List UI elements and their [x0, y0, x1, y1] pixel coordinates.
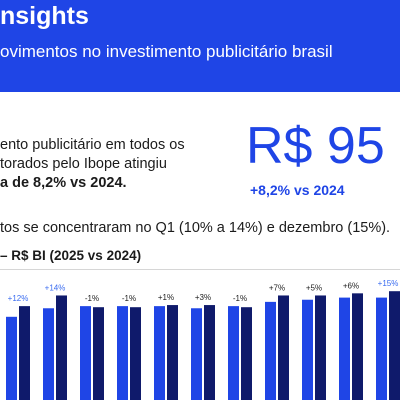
kpi-value: R$ 95 [246, 117, 385, 175]
seasonality-note: tos se concentraram no Q1 (10% a 14%) e … [0, 220, 391, 236]
header-banner: nsights ovimentos no investimento public… [0, 0, 400, 92]
bar-growth-label-5: +1% [158, 293, 174, 302]
bar-series1-10 [339, 297, 350, 400]
bar-series2-1 [19, 306, 30, 400]
bar-growth-label-8: +7% [269, 283, 285, 292]
bar-growth-label-3: -1% [85, 294, 99, 303]
bar-series2-4 [130, 307, 141, 400]
chart-title: – R$ BI (2025 vs 2024) [0, 248, 142, 263]
bar-growth-label-7: -1% [233, 294, 247, 303]
bar-series1-2 [43, 308, 54, 400]
summary-line-1: ento publicitário em todos os [0, 137, 185, 153]
bar-series1-7 [228, 306, 239, 400]
bar-series1-11 [376, 297, 387, 400]
bar-series2-11 [389, 291, 400, 400]
bar-series2-6 [204, 305, 215, 400]
chart-divider [0, 269, 400, 270]
summary-line-3: a de 8,2% vs 2024. [0, 175, 127, 191]
bar-series2-8 [278, 295, 289, 400]
bar-growth-label-4: -1% [122, 294, 136, 303]
bar-series1-5 [154, 306, 165, 400]
bar-series1-9 [302, 299, 313, 400]
bar-series2-7 [241, 307, 252, 400]
bar-series1-4 [117, 306, 128, 400]
header-title: nsights [0, 2, 89, 30]
bar-growth-label-9: +5% [306, 283, 322, 292]
bar-growth-label-6: +3% [195, 293, 211, 302]
kpi-delta: +8,2% vs 2024 [250, 182, 345, 198]
bar-series1-6 [191, 308, 202, 400]
header-subtitle: ovimentos no investimento publicitário b… [0, 42, 333, 61]
bar-series2-10 [352, 293, 363, 400]
monthly-bar-chart: +12% +14% -1% -1% +1% +3% -1% +7% +5% +6% +15% [6, 279, 400, 400]
bar-series2-9 [315, 295, 326, 400]
bar-series1-3 [80, 306, 91, 400]
summary-line-2: torados pelo Ibope atingiu [0, 156, 167, 172]
bar-series2-5 [167, 305, 178, 400]
bar-growth-label-1: +12% [8, 294, 29, 303]
bar-growth-label-10: +6% [343, 281, 359, 290]
bar-series1-8 [265, 301, 276, 400]
summary-text: ento publicitário em todos os torados pe… [0, 136, 236, 193]
bar-growth-label-11: +15% [378, 279, 399, 288]
bar-series1-1 [6, 316, 17, 400]
bar-series2-2 [56, 295, 67, 400]
bar-series2-3 [93, 307, 104, 400]
bar-growth-label-2: +14% [45, 283, 66, 292]
